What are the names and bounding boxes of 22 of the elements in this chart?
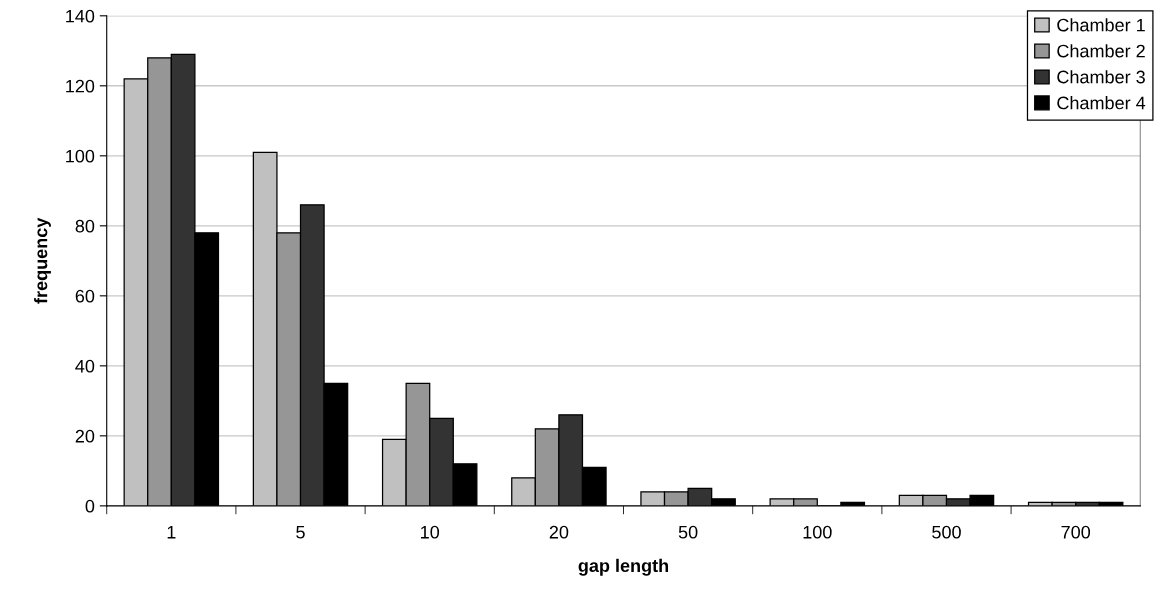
- y-tick-label: 20: [75, 429, 95, 443]
- y-tick-label: 140: [66, 9, 95, 23]
- y-tick-label: 100: [66, 149, 95, 163]
- x-tick-label: 10: [421, 525, 440, 539]
- y-tick-label: 0: [85, 499, 95, 513]
- x-tick-label: 1: [167, 525, 176, 539]
- legend-label: Chamber 2: [1057, 44, 1145, 58]
- legend-label: Chamber 4: [1057, 96, 1146, 110]
- x-tick-label: 5: [296, 525, 305, 539]
- x-tick-label: 100: [803, 525, 832, 539]
- x-tick-label: 700: [1061, 525, 1091, 539]
- y-tick-label: 80: [75, 219, 95, 233]
- legend-label: Chamber 1: [1057, 18, 1145, 32]
- y-axis-title: frequency: [34, 217, 51, 304]
- y-tick-label: 120: [66, 79, 95, 93]
- x-tick-label: 20: [549, 525, 569, 539]
- legend-label: Chamber 3: [1057, 70, 1145, 84]
- y-tick-label: 60: [75, 289, 95, 303]
- x-tick-label: 50: [678, 525, 698, 539]
- y-tick-label: 40: [75, 359, 95, 373]
- x-axis-title: gap length: [578, 558, 669, 576]
- x-tick-label: 500: [932, 525, 961, 539]
